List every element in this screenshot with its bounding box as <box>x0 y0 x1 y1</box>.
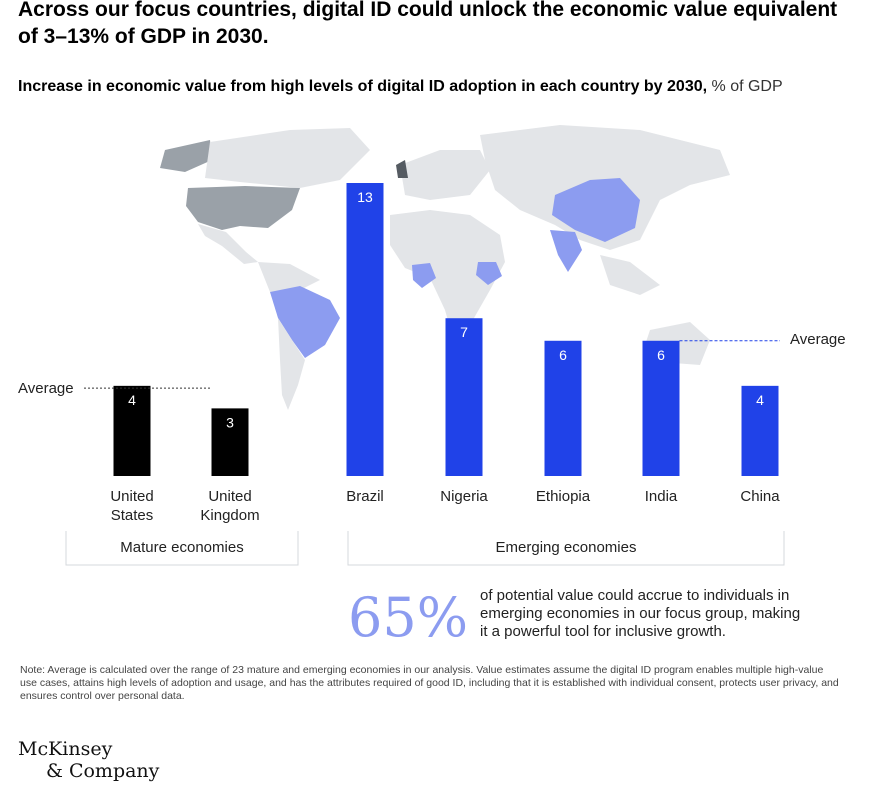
map-nigeria <box>412 263 436 288</box>
category-label-united-states: States <box>111 507 154 524</box>
value-label-india: 6 <box>657 347 665 363</box>
average-label-emerging: Average <box>790 331 846 348</box>
category-label-india: India <box>645 488 678 505</box>
subtitle-text: Increase in economic value from high lev… <box>18 78 708 95</box>
chart-layer: 4 United States 3 United Kingdom 13 Brazil 7 Nige… <box>18 183 846 566</box>
map-africa <box>390 210 505 335</box>
category-label-china: China <box>740 488 780 505</box>
map-mexico <box>198 224 258 264</box>
map-southeast-asia <box>600 255 660 295</box>
group-emerging-bracket <box>347 531 785 566</box>
footnote: Note: Average is calculated over the ran… <box>20 664 839 702</box>
map-india <box>550 230 582 272</box>
bar-china <box>741 385 779 476</box>
map-greenland <box>160 140 212 172</box>
map-europe <box>400 150 490 200</box>
category-label-nigeria: Nigeria <box>440 488 488 505</box>
map-south-america-north <box>258 262 320 292</box>
value-label-united-kingdom: 3 <box>226 414 234 430</box>
category-label-brazil: Brazil <box>346 488 384 505</box>
category-label-united-states: United <box>110 488 153 505</box>
bar-india <box>642 340 680 476</box>
stat-value: 65% <box>348 586 469 649</box>
value-label-united-states: 4 <box>128 392 136 408</box>
value-label-nigeria: 7 <box>460 324 468 340</box>
map-usa <box>186 186 300 230</box>
chart-title: Across our focus countries, digital ID c… <box>18 0 838 48</box>
world-map <box>160 125 730 410</box>
map-south-america-south <box>278 318 305 410</box>
map-ethiopia <box>476 262 502 285</box>
chart-subtitle: Increase in economic value from high lev… <box>18 78 783 96</box>
logo-line-1: McKinsey <box>18 738 113 760</box>
map-canada <box>205 128 370 188</box>
map-china <box>552 178 640 242</box>
logo-line-2: & Company <box>46 760 160 782</box>
group-mature-label: Mature economies <box>120 539 243 556</box>
subtitle-unit: % of GDP <box>711 78 783 95</box>
group-mature-bracket <box>65 531 299 566</box>
brand-logo: McKinsey & Company <box>18 738 159 782</box>
stat-text: of potential value could accrue to indiv… <box>480 587 801 640</box>
category-label-ethiopia: Ethiopia <box>536 488 591 505</box>
group-emerging-label: Emerging economies <box>496 539 637 556</box>
average-label-mature: Average <box>18 380 74 397</box>
bar-united-kingdom <box>211 408 249 476</box>
map-brazil <box>270 286 340 358</box>
bar-nigeria <box>445 318 483 476</box>
category-label-united-kingdom: United <box>208 488 251 505</box>
bar-united-states <box>113 385 151 476</box>
map-uk <box>396 160 408 178</box>
bar-ethiopia <box>544 340 582 476</box>
category-label-united-kingdom: Kingdom <box>200 507 259 524</box>
value-label-brazil: 13 <box>357 189 373 205</box>
value-label-china: 4 <box>756 392 764 408</box>
value-label-ethiopia: 6 <box>559 347 567 363</box>
bar-brazil <box>346 183 384 476</box>
